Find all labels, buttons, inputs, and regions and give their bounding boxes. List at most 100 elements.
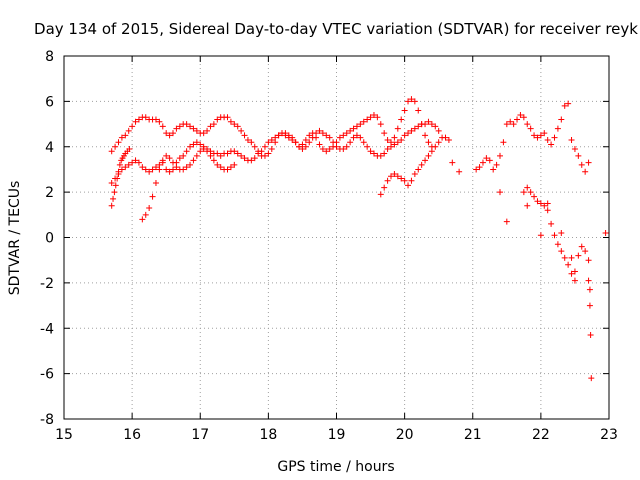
y-tick-label: 4 — [45, 140, 54, 156]
data-point — [112, 143, 119, 150]
data-point — [558, 248, 565, 255]
data-point — [534, 198, 541, 205]
data-point — [415, 166, 422, 173]
data-point — [115, 139, 122, 146]
data-point — [554, 241, 561, 248]
data-point — [544, 136, 551, 143]
data-point — [200, 130, 207, 137]
data-point — [214, 116, 221, 123]
y-tick-label: 2 — [45, 185, 54, 201]
data-point — [510, 121, 517, 128]
data-point — [187, 143, 194, 150]
data-point — [586, 302, 593, 309]
data-point — [401, 177, 408, 184]
y-tick-label: 0 — [45, 231, 54, 247]
data-point — [411, 170, 418, 177]
x-tick-label: 22 — [532, 427, 550, 443]
data-point — [197, 148, 204, 155]
data-point — [268, 146, 275, 153]
data-point — [251, 155, 258, 162]
data-point — [319, 146, 326, 153]
x-tick-label: 16 — [123, 427, 141, 443]
data-point — [401, 107, 408, 114]
data-point — [544, 207, 551, 214]
data-point — [398, 175, 405, 182]
data-point — [561, 254, 568, 261]
data-point — [227, 118, 234, 125]
data-point — [503, 121, 510, 128]
data-point — [156, 118, 163, 125]
data-point — [180, 166, 187, 173]
data-point — [435, 139, 442, 146]
data-point — [527, 189, 534, 196]
data-point — [428, 121, 435, 128]
data-point — [302, 136, 309, 143]
data-point — [401, 132, 408, 139]
data-point — [204, 127, 211, 134]
data-point — [261, 143, 268, 150]
data-point — [183, 164, 190, 171]
data-point — [190, 141, 197, 148]
data-point — [571, 146, 578, 153]
data-point — [139, 216, 146, 223]
y-axis: 8 6 4 2 0 -2 -4 -6 -8 — [40, 49, 609, 428]
data-point — [394, 125, 401, 132]
y-tick-label: -8 — [40, 412, 54, 428]
y-tick-label: -2 — [40, 276, 54, 292]
data-point — [166, 168, 173, 175]
data-point — [405, 130, 412, 137]
data-point — [520, 114, 527, 121]
x-tick-label: 18 — [259, 427, 277, 443]
data-point — [551, 232, 558, 239]
data-point — [285, 132, 292, 139]
data-point — [394, 139, 401, 146]
data-point — [292, 139, 299, 146]
data-point — [316, 141, 323, 148]
data-point — [326, 146, 333, 153]
data-point — [585, 159, 592, 166]
data-point — [163, 130, 170, 137]
data-point — [299, 141, 306, 148]
data-point — [381, 184, 388, 191]
data-point — [132, 118, 139, 125]
grid — [64, 56, 609, 419]
data-point — [217, 152, 224, 159]
x-tick-label: 19 — [328, 427, 346, 443]
data-point — [500, 139, 507, 146]
data-point — [357, 134, 364, 141]
data-point — [111, 189, 118, 196]
data-point — [272, 134, 279, 141]
data-point — [224, 114, 231, 121]
data-point — [129, 159, 136, 166]
data-point — [173, 125, 180, 132]
data-point — [411, 125, 418, 132]
data-point — [343, 143, 350, 150]
data-point — [326, 134, 333, 141]
data-point — [340, 146, 347, 153]
y-tick-label: -6 — [40, 367, 54, 383]
data-point — [575, 152, 582, 159]
data-point — [398, 136, 405, 143]
data-point — [391, 170, 398, 177]
data-point — [442, 134, 449, 141]
data-point — [384, 177, 391, 184]
data-point — [200, 146, 207, 153]
chart-title: Day 134 of 2015, Sidereal Day-to-day VTE… — [34, 20, 638, 38]
data-point — [126, 146, 133, 153]
data-point — [531, 193, 538, 200]
data-point — [193, 139, 200, 146]
data-point — [156, 166, 163, 173]
data-point — [425, 152, 432, 159]
data-point — [565, 100, 572, 107]
data-point — [251, 143, 258, 150]
data-point — [306, 132, 313, 139]
data-point — [367, 148, 374, 155]
data-point — [497, 189, 503, 196]
data-point — [231, 121, 238, 128]
data-point — [289, 134, 296, 141]
data-point — [588, 375, 595, 382]
y-tick-label: -4 — [40, 321, 54, 337]
data-point — [398, 116, 405, 123]
data-point — [210, 157, 217, 164]
data-point — [408, 177, 415, 184]
